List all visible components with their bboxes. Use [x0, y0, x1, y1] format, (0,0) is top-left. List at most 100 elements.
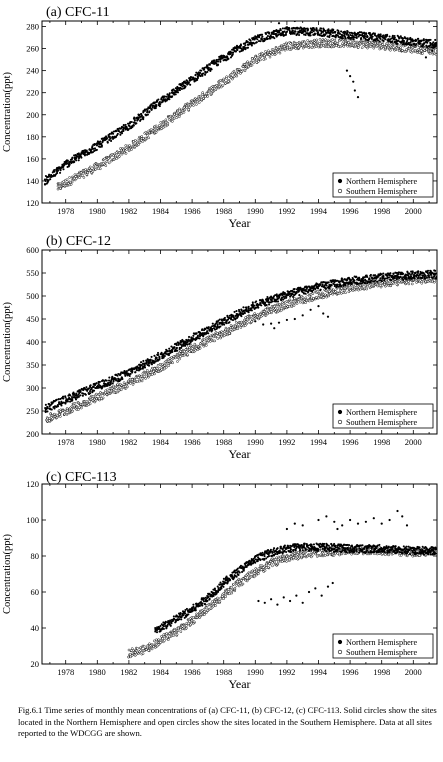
sh-point [211, 600, 214, 603]
nh-point [320, 281, 323, 284]
nh-point [55, 172, 59, 175]
sh-point [206, 609, 210, 612]
nh-point [177, 342, 180, 345]
x-tick-label: 1978 [57, 437, 74, 447]
data-points [127, 509, 437, 659]
nh-point [108, 132, 111, 136]
sh-point [241, 322, 244, 326]
nh-point [245, 308, 248, 311]
sh-point [251, 57, 254, 60]
nh-point [304, 30, 307, 33]
sh-point [269, 51, 272, 54]
sh-point [301, 43, 304, 47]
nh-point [293, 27, 297, 30]
nh-point [379, 277, 382, 280]
nh-point [91, 145, 94, 148]
nh-point [99, 140, 102, 143]
sh-point [105, 393, 109, 396]
nh-point [263, 302, 266, 305]
nh-point [434, 269, 437, 272]
sh-point [231, 77, 234, 81]
sh-point [254, 573, 258, 577]
nh-point [172, 88, 175, 91]
sh-point [286, 305, 289, 308]
sh-point [268, 562, 271, 565]
nh-point [156, 353, 159, 357]
sh-point [58, 413, 61, 416]
nh-point [158, 103, 161, 106]
sh-point [341, 291, 345, 294]
nh-point [382, 34, 385, 37]
nh-point [384, 277, 387, 280]
nh-point [332, 28, 335, 31]
sh-point [310, 555, 313, 559]
sh-point [191, 344, 195, 348]
nh-point [359, 280, 362, 283]
sh-point [178, 107, 181, 111]
sh-point [392, 46, 395, 49]
sh-point [260, 568, 263, 572]
nh-point [100, 144, 103, 147]
x-tick-label: 1994 [310, 206, 328, 216]
nh-point [276, 34, 279, 37]
nh-point [236, 316, 239, 319]
sh-point [130, 148, 133, 151]
sh-point [289, 555, 293, 558]
nh-point [429, 270, 432, 273]
sh-point [411, 46, 415, 50]
nh-point [138, 113, 141, 116]
nh-point [371, 33, 374, 36]
nh-point [435, 275, 437, 278]
nh-point [328, 34, 331, 37]
sh-point [197, 101, 201, 104]
nh-point [420, 276, 423, 279]
nh-point [186, 343, 189, 346]
sh-point [270, 310, 273, 313]
sh-point [338, 553, 341, 557]
nh-point [227, 318, 230, 321]
nh-point [203, 66, 206, 69]
sh-point [332, 553, 336, 557]
nh-point [179, 86, 182, 90]
sh-point [268, 55, 272, 59]
legend-label: Southern Hemisphere [346, 187, 418, 196]
sh-point [372, 46, 376, 50]
nh-point [235, 44, 239, 47]
sh-point [260, 564, 264, 567]
nh-point [406, 39, 409, 43]
legend-nh-marker [337, 178, 343, 184]
nh-point [372, 277, 375, 280]
nh-point [304, 33, 307, 36]
nh-point [120, 132, 124, 135]
nh-point [179, 343, 182, 346]
sh-point [279, 305, 283, 309]
nh-point [236, 48, 239, 51]
sh-point [205, 606, 208, 610]
nh-point [365, 279, 368, 283]
y-tick-label: 200 [26, 429, 39, 439]
sh-point [264, 50, 267, 53]
sh-point [189, 349, 193, 352]
sh-point [237, 68, 241, 71]
nh-point [263, 38, 266, 41]
nh-point [336, 285, 339, 288]
sh-point [68, 176, 71, 179]
sh-point [166, 359, 170, 363]
sh-point [242, 321, 246, 325]
nh-point [337, 29, 340, 32]
nh-outlier-point [293, 21, 296, 23]
nh-point [210, 67, 213, 70]
nh-point [255, 300, 258, 303]
nh-point [221, 56, 224, 59]
nh-point [170, 96, 173, 99]
sh-point [213, 339, 216, 343]
nh-point [291, 29, 294, 32]
sh-point [264, 308, 267, 311]
sh-point [212, 604, 215, 608]
nh-point [357, 31, 360, 35]
sh-point [259, 312, 263, 316]
nh-point [207, 332, 210, 335]
nh-point [117, 372, 120, 376]
nh-point [98, 386, 101, 389]
